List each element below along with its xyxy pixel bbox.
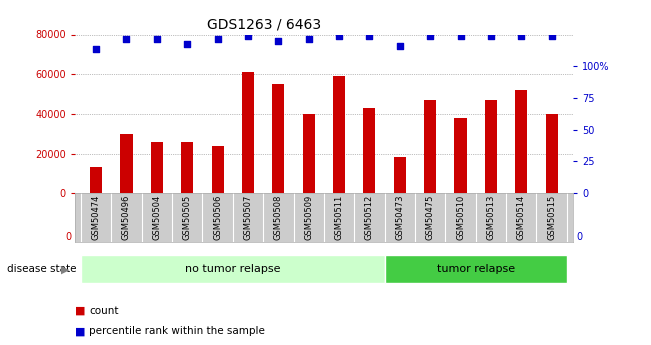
Point — [546, 33, 557, 39]
Text: GSM50496: GSM50496 — [122, 195, 131, 240]
Point — [486, 33, 496, 39]
Text: GSM50504: GSM50504 — [152, 195, 161, 240]
Text: GSM50509: GSM50509 — [304, 195, 313, 240]
FancyBboxPatch shape — [81, 255, 385, 283]
Text: ■: ■ — [75, 306, 85, 315]
Text: 0: 0 — [576, 231, 582, 241]
Text: GSM50510: GSM50510 — [456, 195, 465, 240]
Text: tumor relapse: tumor relapse — [437, 264, 515, 274]
Point — [364, 33, 374, 39]
Point — [152, 37, 162, 42]
Bar — [485, 100, 497, 193]
Text: percentile rank within the sample: percentile rank within the sample — [89, 326, 265, 336]
Bar — [303, 114, 315, 193]
Text: count: count — [89, 306, 118, 315]
Bar — [454, 118, 467, 193]
Point — [395, 43, 405, 48]
Bar — [242, 72, 254, 193]
Bar — [181, 141, 193, 193]
Point — [243, 33, 253, 39]
Bar — [151, 141, 163, 193]
Text: GSM50506: GSM50506 — [213, 195, 222, 240]
Text: GSM50512: GSM50512 — [365, 195, 374, 240]
Bar — [272, 84, 284, 193]
Text: GSM50505: GSM50505 — [183, 195, 192, 240]
Point — [273, 38, 284, 43]
Text: GSM50474: GSM50474 — [92, 195, 101, 240]
Point — [121, 37, 132, 42]
Bar — [212, 146, 224, 193]
Point — [516, 33, 527, 39]
Text: GSM50507: GSM50507 — [243, 195, 253, 240]
Bar — [90, 167, 102, 193]
Point — [182, 41, 193, 47]
Text: GSM50513: GSM50513 — [486, 195, 495, 240]
Text: ▶: ▶ — [61, 265, 69, 275]
Bar — [363, 108, 376, 193]
Title: GDS1263 / 6463: GDS1263 / 6463 — [207, 18, 321, 32]
Text: GSM50511: GSM50511 — [335, 195, 344, 240]
Text: disease state: disease state — [7, 264, 76, 274]
FancyBboxPatch shape — [385, 255, 567, 283]
Text: ■: ■ — [75, 326, 85, 336]
Point — [303, 37, 314, 42]
Point — [212, 37, 223, 42]
Point — [425, 33, 436, 39]
Point — [91, 46, 102, 51]
Text: 0: 0 — [66, 231, 72, 241]
Text: GSM50475: GSM50475 — [426, 195, 435, 240]
Bar — [515, 90, 527, 193]
Point — [334, 33, 344, 39]
Text: GSM50508: GSM50508 — [274, 195, 283, 240]
Text: no tumor relapse: no tumor relapse — [185, 264, 281, 274]
Text: GSM50473: GSM50473 — [395, 195, 404, 240]
Text: GSM50515: GSM50515 — [547, 195, 556, 240]
Bar — [394, 157, 406, 193]
Bar — [120, 134, 133, 193]
Point — [455, 33, 465, 39]
Bar — [333, 76, 345, 193]
Bar — [546, 114, 558, 193]
Text: GSM50514: GSM50514 — [517, 195, 526, 240]
Bar — [424, 100, 436, 193]
